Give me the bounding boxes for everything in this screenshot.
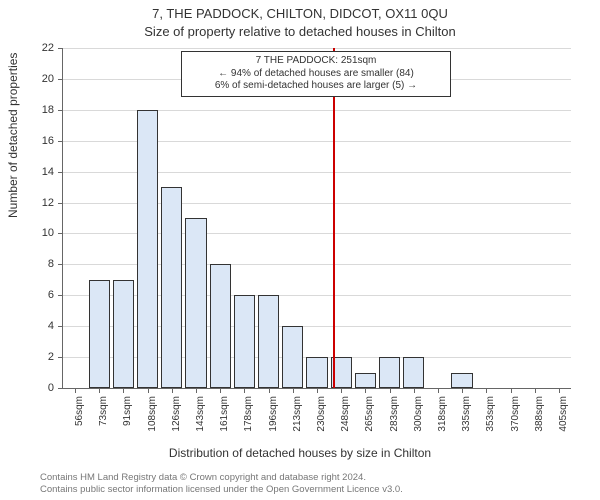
x-tick-mark bbox=[341, 388, 342, 393]
y-tick-mark bbox=[58, 48, 63, 49]
footer-attribution: Contains HM Land Registry data © Crown c… bbox=[40, 472, 403, 496]
x-tick-mark bbox=[269, 388, 270, 393]
x-tick-label: 405sqm bbox=[558, 396, 569, 441]
histogram-bar bbox=[355, 373, 376, 388]
x-tick-label: 335sqm bbox=[461, 396, 472, 441]
histogram-bar bbox=[306, 357, 327, 388]
y-tick-mark bbox=[58, 203, 63, 204]
y-tick-label: 16 bbox=[24, 135, 54, 147]
x-tick-mark bbox=[414, 388, 415, 393]
histogram-bar bbox=[403, 357, 424, 388]
x-tick-label: 353sqm bbox=[485, 396, 496, 441]
x-axis-label: Distribution of detached houses by size … bbox=[0, 446, 600, 460]
y-axis-label: Number of detached properties bbox=[6, 53, 20, 218]
plot-area: 7 THE PADDOCK: 251sqm ← 94% of detached … bbox=[62, 48, 571, 389]
x-tick-mark bbox=[462, 388, 463, 393]
y-tick-label: 22 bbox=[24, 42, 54, 54]
x-tick-label: 300sqm bbox=[413, 396, 424, 441]
x-tick-label: 161sqm bbox=[219, 396, 230, 441]
y-tick-mark bbox=[58, 110, 63, 111]
histogram-bar bbox=[113, 280, 134, 388]
x-tick-mark bbox=[317, 388, 318, 393]
x-tick-label: 265sqm bbox=[364, 396, 375, 441]
x-tick-label: 388sqm bbox=[534, 396, 545, 441]
y-tick-mark bbox=[58, 295, 63, 296]
histogram-bar bbox=[137, 110, 158, 388]
x-tick-label: 73sqm bbox=[98, 396, 109, 441]
y-tick-mark bbox=[58, 79, 63, 80]
annotation-box: 7 THE PADDOCK: 251sqm ← 94% of detached … bbox=[181, 51, 451, 97]
x-tick-label: 108sqm bbox=[147, 396, 158, 441]
y-tick-label: 10 bbox=[24, 227, 54, 239]
x-tick-mark bbox=[172, 388, 173, 393]
x-tick-label: 370sqm bbox=[510, 396, 521, 441]
histogram-bar bbox=[282, 326, 303, 388]
y-tick-label: 20 bbox=[24, 73, 54, 85]
histogram-bar bbox=[451, 373, 472, 388]
x-tick-mark bbox=[196, 388, 197, 393]
x-tick-label: 143sqm bbox=[195, 396, 206, 441]
y-tick-label: 8 bbox=[24, 258, 54, 270]
y-tick-label: 6 bbox=[24, 289, 54, 301]
y-tick-mark bbox=[58, 233, 63, 234]
y-tick-label: 0 bbox=[24, 382, 54, 394]
x-tick-mark bbox=[99, 388, 100, 393]
y-tick-label: 14 bbox=[24, 166, 54, 178]
footer-line-2: Contains public sector information licen… bbox=[40, 484, 403, 496]
x-tick-label: 178sqm bbox=[243, 396, 254, 441]
histogram-bar bbox=[234, 295, 255, 388]
x-tick-mark bbox=[293, 388, 294, 393]
histogram-bar bbox=[258, 295, 279, 388]
histogram-bar bbox=[161, 187, 182, 388]
x-tick-label: 91sqm bbox=[122, 396, 133, 441]
x-tick-mark bbox=[123, 388, 124, 393]
x-tick-label: 318sqm bbox=[437, 396, 448, 441]
y-tick-mark bbox=[58, 264, 63, 265]
annotation-line-3: 6% of semi-detached houses are larger (5… bbox=[188, 80, 444, 93]
x-tick-label: 196sqm bbox=[268, 396, 279, 441]
x-tick-label: 283sqm bbox=[389, 396, 400, 441]
y-tick-mark bbox=[58, 141, 63, 142]
x-tick-mark bbox=[438, 388, 439, 393]
chart-title-address: 7, THE PADDOCK, CHILTON, DIDCOT, OX11 0Q… bbox=[0, 6, 600, 21]
chart-title-sub: Size of property relative to detached ho… bbox=[0, 24, 600, 39]
histogram-bar bbox=[379, 357, 400, 388]
annotation-line-1: 7 THE PADDOCK: 251sqm bbox=[188, 55, 444, 68]
y-tick-mark bbox=[58, 172, 63, 173]
x-tick-mark bbox=[220, 388, 221, 393]
y-tick-label: 4 bbox=[24, 320, 54, 332]
x-tick-mark bbox=[511, 388, 512, 393]
footer-line-1: Contains HM Land Registry data © Crown c… bbox=[40, 472, 403, 484]
x-tick-mark bbox=[365, 388, 366, 393]
histogram-bar bbox=[210, 264, 231, 388]
y-tick-mark bbox=[58, 388, 63, 389]
y-tick-mark bbox=[58, 357, 63, 358]
x-tick-mark bbox=[148, 388, 149, 393]
x-tick-mark bbox=[244, 388, 245, 393]
y-tick-mark bbox=[58, 326, 63, 327]
x-tick-mark bbox=[535, 388, 536, 393]
x-tick-label: 213sqm bbox=[292, 396, 303, 441]
gridline bbox=[63, 48, 571, 49]
marker-line bbox=[333, 48, 335, 388]
y-tick-label: 2 bbox=[24, 351, 54, 363]
x-tick-label: 230sqm bbox=[316, 396, 327, 441]
histogram-bar bbox=[185, 218, 206, 388]
x-tick-mark bbox=[486, 388, 487, 393]
annotation-line-2: ← 94% of detached houses are smaller (84… bbox=[188, 68, 444, 81]
histogram-bar bbox=[89, 280, 110, 388]
chart-container: 7, THE PADDOCK, CHILTON, DIDCOT, OX11 0Q… bbox=[0, 0, 600, 500]
y-tick-label: 12 bbox=[24, 197, 54, 209]
x-tick-mark bbox=[75, 388, 76, 393]
x-tick-label: 56sqm bbox=[74, 396, 85, 441]
x-tick-label: 248sqm bbox=[340, 396, 351, 441]
y-tick-label: 18 bbox=[24, 104, 54, 116]
x-tick-mark bbox=[559, 388, 560, 393]
x-tick-mark bbox=[390, 388, 391, 393]
x-tick-label: 126sqm bbox=[171, 396, 182, 441]
